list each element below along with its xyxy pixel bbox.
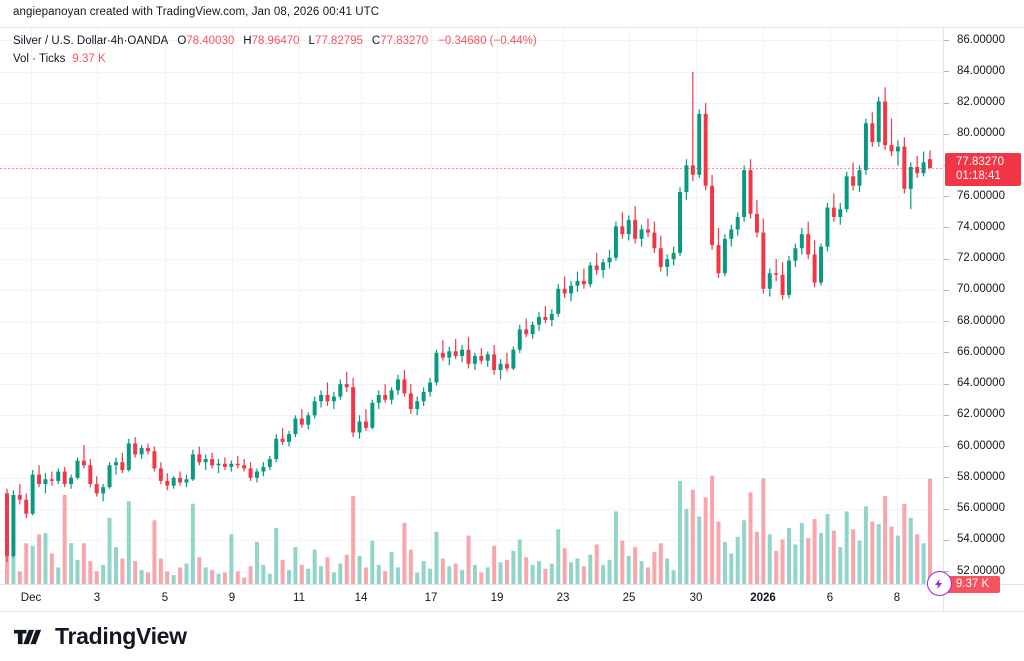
time-tick: 8 <box>893 592 901 604</box>
price-tick: 66.00000 <box>944 346 1024 360</box>
legend-high-value: 78.96470 <box>251 35 300 47</box>
price-tick: 72.00000 <box>944 252 1024 266</box>
current-price-badge[interactable]: 77.83270 01:18:41 <box>945 153 1021 187</box>
time-axis[interactable]: Dec 3 5 9 11 14 17 19 23 25 30 2026 6 8 <box>0 584 943 612</box>
price-tick: 52.00000 <box>944 565 1024 579</box>
chart-frame: Silver / U.S. Dollar · 4h · OANDA O78.40… <box>0 27 1024 612</box>
volume-badge[interactable]: 9.37 K <box>945 576 1000 593</box>
time-tick: 14 <box>354 592 368 604</box>
price-tick: 64.00000 <box>944 377 1024 391</box>
legend-volume-row: Vol · Ticks 9.37 K <box>13 51 537 68</box>
tradingview-mark-icon <box>14 629 42 644</box>
bar-countdown: 01:18:41 <box>956 170 1001 183</box>
time-tick: Dec <box>20 592 42 604</box>
legend-symbol[interactable]: Silver / U.S. Dollar <box>13 35 107 47</box>
legend-close: C77.83270 <box>372 33 428 50</box>
legend-open-value: 78.40030 <box>186 35 235 47</box>
price-tick: 58.00000 <box>944 471 1024 485</box>
price-tick: 80.00000 <box>944 127 1024 141</box>
price-axis[interactable]: 86.0000084.0000082.0000080.0000078.00000… <box>943 28 1024 593</box>
time-tick: 5 <box>161 592 169 604</box>
legend-open: O78.40030 <box>177 33 234 50</box>
tradingview-wordmark: TradingView <box>55 623 187 649</box>
price-tick: 68.00000 <box>944 315 1024 329</box>
legend-volume-value: 9.37 K <box>72 53 106 65</box>
time-tick: 30 <box>689 592 703 604</box>
time-tick: 25 <box>622 592 636 604</box>
lightning-bolt-icon <box>935 578 942 589</box>
footer: TradingView <box>0 612 1024 661</box>
time-tick: 6 <box>826 592 834 604</box>
legend-separator-1: · <box>106 35 111 47</box>
time-tick: 23 <box>556 592 570 604</box>
price-tick: 74.00000 <box>944 221 1024 235</box>
legend-low-value: 77.82795 <box>314 35 363 47</box>
time-tick: 11 <box>293 592 305 604</box>
legend-exchange: OANDA <box>127 35 169 47</box>
time-tick: 17 <box>424 592 438 604</box>
legend-high: H78.96470 <box>243 33 299 50</box>
time-tick: 3 <box>93 592 101 604</box>
legend-close-label: C <box>371 35 381 47</box>
price-tick: 54.00000 <box>944 533 1024 547</box>
price-tick: 70.00000 <box>944 283 1024 297</box>
time-tick: 19 <box>490 592 504 604</box>
chart-gridlines <box>0 28 943 584</box>
legend-main-row: Silver / U.S. Dollar · 4h · OANDA O78.40… <box>13 33 537 50</box>
legend-open-label: O <box>177 35 187 47</box>
legend-volume-label[interactable]: Vol · Ticks <box>13 53 66 65</box>
attribution-text: angiepanoyan created with TradingView.co… <box>13 6 380 18</box>
candlestick-series <box>0 71 943 584</box>
price-tick: 84.00000 <box>944 65 1024 79</box>
legend-low: L77.82795 <box>309 33 363 50</box>
price-tick: 76.00000 <box>944 190 1024 204</box>
price-tick: 62.00000 <box>944 408 1024 422</box>
price-tick: 60.00000 <box>944 440 1024 454</box>
tradingview-logo[interactable]: TradingView <box>14 623 187 650</box>
price-tick: 56.00000 <box>944 502 1024 516</box>
current-price-value: 77.83270 <box>956 156 1004 169</box>
price-tick: 82.00000 <box>944 96 1024 110</box>
realtime-bolt-badge[interactable] <box>926 571 952 596</box>
legend-separator-2: · <box>123 35 128 47</box>
chart-plot-area[interactable] <box>0 28 943 584</box>
time-tick: 2026 <box>750 592 776 604</box>
price-tick: 86.00000 <box>944 34 1024 48</box>
chart-legend: Silver / U.S. Dollar · 4h · OANDA O78.40… <box>13 33 537 68</box>
legend-close-value: 77.83270 <box>380 35 429 47</box>
legend-high-label: H <box>243 35 252 47</box>
legend-interval[interactable]: 4h <box>110 35 124 47</box>
time-tick: 9 <box>228 592 236 604</box>
legend-low-label: L <box>308 35 315 47</box>
legend-change: −0.34680 (−0.44%) <box>438 35 537 47</box>
